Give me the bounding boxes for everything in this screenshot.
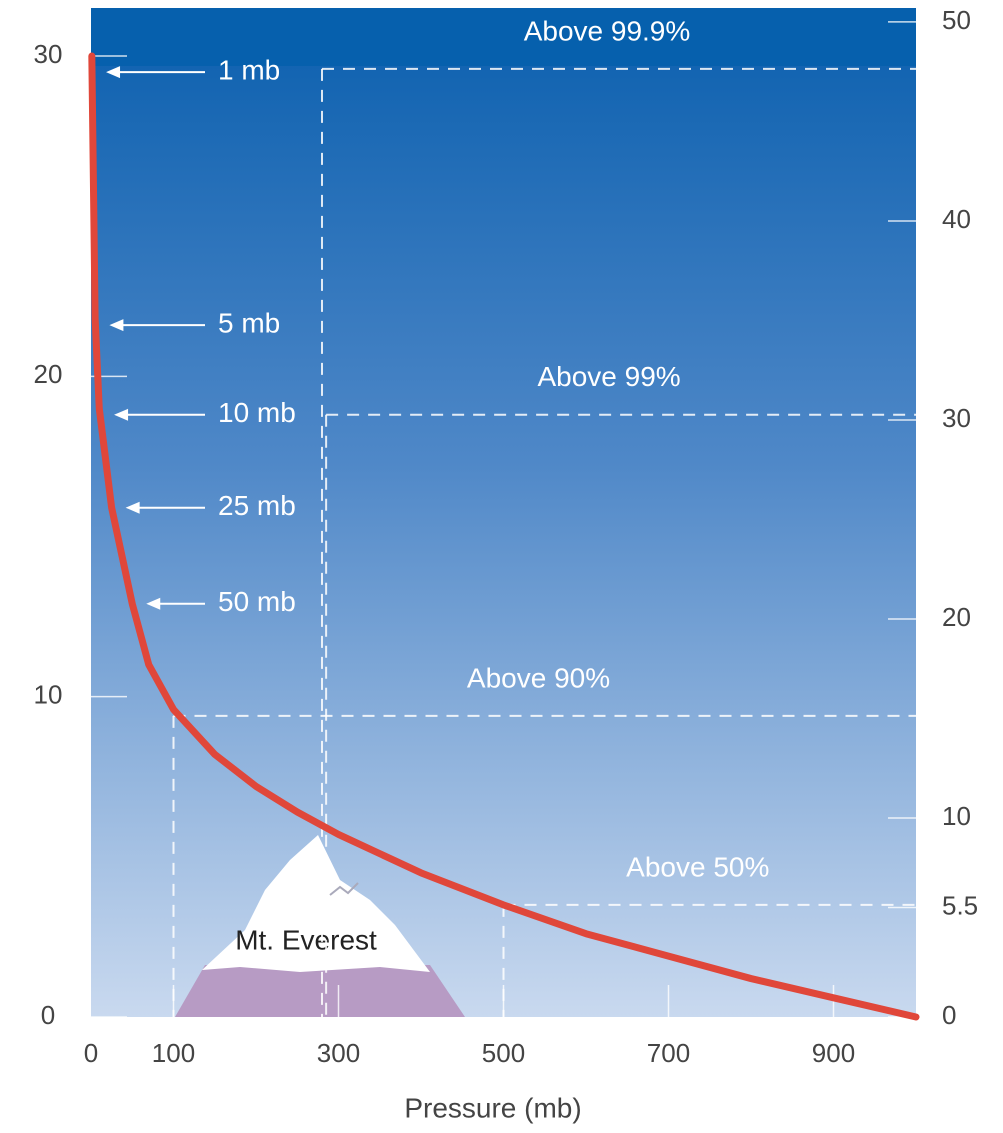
level-label: Above 90% xyxy=(467,662,610,693)
y2-tick-label: 5.5 xyxy=(942,890,978,920)
arrow-label: 25 mb xyxy=(218,490,296,521)
arrow-label: 1 mb xyxy=(218,54,280,85)
y2-tick-label: 20 xyxy=(942,602,971,632)
landmark-label: Mt. Everest xyxy=(235,924,377,955)
y-tick-label: 20 xyxy=(34,359,63,389)
x-tick-label: 100 xyxy=(152,1038,195,1068)
y2-tick-label: 10 xyxy=(942,801,971,831)
top-band xyxy=(91,8,916,66)
y2-tick-label: 40 xyxy=(942,204,971,234)
x-tick-label: 500 xyxy=(482,1038,525,1068)
chart: Mt. Everest Pressure (mb) 01003005007009… xyxy=(0,0,1003,1128)
y2-tick-label: 50 xyxy=(942,5,971,35)
y-tick-label: 10 xyxy=(34,680,63,710)
level-label: Above 50% xyxy=(626,851,769,882)
level-label: Above 99% xyxy=(537,361,680,392)
y-tick-label: 0 xyxy=(41,1000,55,1030)
arrow-label: 50 mb xyxy=(218,586,296,617)
x-axis-title: Pressure (mb) xyxy=(404,1092,581,1123)
x-tick-label: 300 xyxy=(317,1038,360,1068)
level-label: Above 99.9% xyxy=(524,15,691,46)
x-tick-label: 0 xyxy=(84,1038,98,1068)
arrow-label: 5 mb xyxy=(218,308,280,339)
plot-background xyxy=(91,8,916,1017)
y2-tick-label: 30 xyxy=(942,403,971,433)
x-tick-label: 700 xyxy=(647,1038,690,1068)
page: {"chart_data": { "type": "line", "x_labe… xyxy=(0,0,1003,1133)
x-tick-label: 900 xyxy=(812,1038,855,1068)
arrow-label: 10 mb xyxy=(218,397,296,428)
y2-tick-label: 0 xyxy=(942,1000,956,1030)
y-tick-label: 30 xyxy=(34,39,63,69)
